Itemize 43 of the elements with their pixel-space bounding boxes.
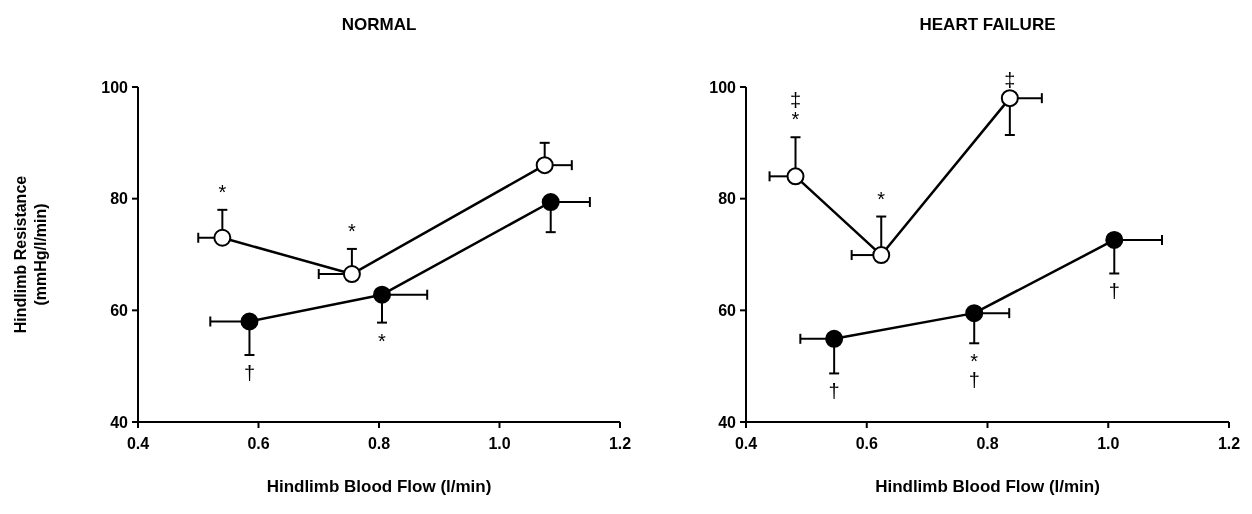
y-tick-label: 100 xyxy=(709,78,737,96)
point xyxy=(965,304,984,323)
chart-title: NORMAL xyxy=(341,15,417,34)
y-tick-label: 60 xyxy=(718,301,737,319)
x-tick-label: 1.2 xyxy=(1217,435,1241,452)
x-tick-label: 1.0 xyxy=(1097,435,1120,452)
x-tick-label: 0.4 xyxy=(126,435,150,452)
y-tick-label: 40 xyxy=(110,413,129,431)
point xyxy=(342,265,361,284)
y-tick-label: 60 xyxy=(110,301,129,319)
point xyxy=(213,228,232,247)
point xyxy=(1000,89,1019,108)
x-tick-label: 1.2 xyxy=(608,435,632,452)
x-tick-label: 0.6 xyxy=(855,435,878,452)
point xyxy=(541,193,560,212)
x-axis-title: Hindlimb Blood Flow (l/min) xyxy=(875,477,1100,496)
x-tick-label: 0.8 xyxy=(976,435,999,452)
annotation: * xyxy=(877,187,886,210)
x-tick-label: 0.6 xyxy=(247,435,270,452)
point xyxy=(786,167,805,186)
x-tick-label: 0.8 xyxy=(367,435,391,452)
annotation: * xyxy=(218,180,227,203)
point xyxy=(825,329,844,348)
y-tick-label: 100 xyxy=(101,78,129,96)
x-axis-title: Hindlimb Blood Flow (l/min) xyxy=(266,477,492,496)
x-tick-label: 1.0 xyxy=(488,435,511,452)
annotation: * xyxy=(378,329,387,352)
y-tick-label: 40 xyxy=(718,413,737,431)
x-tick-label: 0.4 xyxy=(734,435,758,452)
annotation: † xyxy=(1108,280,1120,303)
y-axis-title: Hindlimb Resistance (mmHg/l/min) xyxy=(12,175,49,334)
annotation: ‡ xyxy=(1004,69,1016,92)
annotation: † xyxy=(828,380,840,403)
y-tick-label: 80 xyxy=(718,190,737,208)
point xyxy=(373,285,392,304)
point xyxy=(240,312,259,331)
chart-title: HEART FAILURE xyxy=(919,15,1056,34)
point xyxy=(872,246,891,265)
annotation: † xyxy=(243,362,256,384)
point xyxy=(535,156,554,175)
annotation: * xyxy=(347,219,356,242)
point xyxy=(1105,230,1124,249)
y-tick-label: 80 xyxy=(110,190,129,208)
